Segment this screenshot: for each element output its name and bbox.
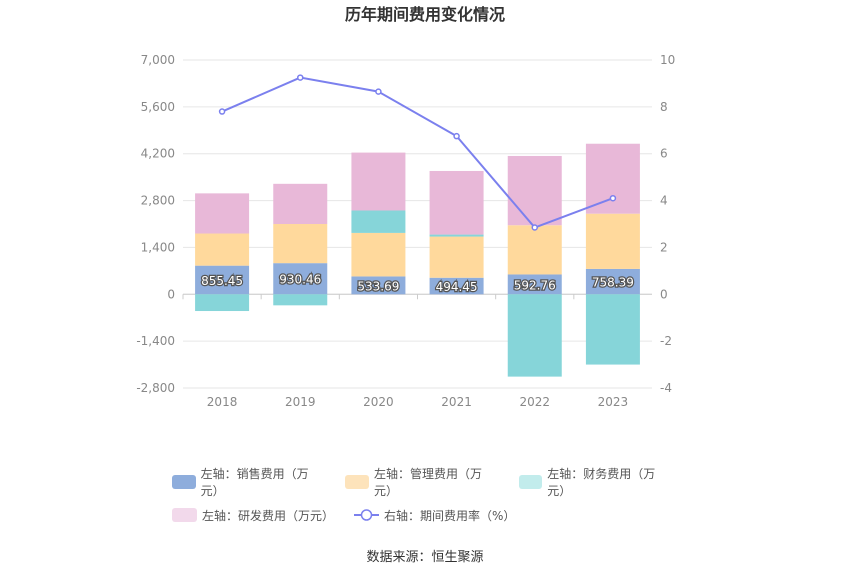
- right-tick-label: 2: [660, 240, 668, 254]
- bar-1-2019: [273, 223, 328, 264]
- legend-swatch-finance: [518, 475, 543, 489]
- left-tick-label: -2,800: [136, 381, 175, 395]
- left-tick-label: 4,200: [141, 147, 175, 161]
- right-tick-label: 0: [660, 287, 668, 301]
- legend-swatch-sales: [172, 475, 196, 489]
- bar-data-label: 494.45: [436, 280, 478, 294]
- right-tick-label: 8: [660, 100, 668, 114]
- bar-data-label: 592.76: [514, 278, 556, 292]
- left-tick-label: 7,000: [141, 53, 175, 67]
- bar-1-2021: [429, 236, 484, 278]
- rate-point: [297, 74, 304, 81]
- bar-0-2021: [429, 277, 484, 295]
- x-tick-label: 2019: [285, 395, 316, 409]
- bar-3-2022: [507, 155, 562, 226]
- right-tick-label: 6: [660, 147, 668, 161]
- legend-swatch-admin: [345, 475, 369, 489]
- bar-0-2018: [195, 265, 250, 295]
- x-tick-label: 2022: [519, 395, 550, 409]
- bar-2-2020: [351, 210, 406, 233]
- x-tick-label: 2020: [363, 395, 394, 409]
- right-tick-label: -4: [660, 381, 672, 395]
- bar-1-2018: [195, 233, 250, 266]
- right-tick-label: -2: [660, 334, 672, 348]
- left-tick-label: 1,400: [141, 240, 175, 254]
- legend-label-finance: 左轴：财务费用（万元）: [547, 467, 656, 498]
- rate-point: [531, 224, 538, 231]
- legend-label-rnd: 左轴：研发费用（万元）: [202, 508, 335, 523]
- bar-0-2019: [273, 263, 328, 295]
- bar-2-2022: [507, 294, 562, 377]
- data-source: 数据来源：恒生聚源: [366, 550, 484, 565]
- rate-point: [218, 108, 226, 115]
- bar-3-2023: [585, 143, 640, 214]
- rate-point: [375, 88, 382, 95]
- x-axis: 2018 2019 2020 2021 2022 2023: [182, 294, 629, 409]
- chart-canvas: 历年期间费用变化情况 7,000 5,600 4,200 2,800 1,400 0 -1,…: [136, 5, 675, 409]
- legend-item-rnd[interactable]: 左轴：研发费用（万元）: [172, 507, 334, 524]
- bar-2-2023: [585, 294, 640, 365]
- bar-3-2019: [273, 183, 328, 224]
- x-tick-label: 2023: [598, 395, 629, 409]
- bar-1-2020: [351, 232, 406, 277]
- x-tick-label: 2021: [441, 395, 472, 409]
- line-series: [218, 74, 617, 231]
- bar-series: 855.45 930.46 533.69 494.45 592.76 758.39: [195, 143, 640, 377]
- left-axis: 7,000 5,600 4,200 2,800 1,400 0 -1,400 -2,800: [136, 53, 175, 395]
- legend-item-rate[interactable]: 右轴：期间费用率（%）: [354, 507, 515, 524]
- right-tick-label: 10: [660, 53, 675, 67]
- legend-label-admin: 左轴：管理费用（万元）: [373, 467, 482, 498]
- left-tick-label: 0: [167, 287, 175, 301]
- bar-1-2022: [507, 225, 562, 275]
- bar-0-2020: [351, 276, 406, 295]
- bar-2-2018: [195, 294, 250, 312]
- bar-0-2023: [585, 268, 640, 295]
- bar-data-label: 855.45: [201, 274, 243, 288]
- bar-data-label: 758.39: [592, 276, 634, 290]
- bar-0-2022: [507, 274, 562, 295]
- right-tick-label: 4: [660, 194, 668, 208]
- bar-2-2019: [273, 294, 328, 306]
- bar-data-label: 930.46: [279, 273, 321, 287]
- legend-label-rate: 右轴：期间费用率（%）: [384, 508, 516, 523]
- legend-item-finance[interactable]: 左轴：财务费用（万元）: [518, 465, 672, 499]
- bar-3-2018: [195, 193, 250, 234]
- bar-2-2021: [429, 234, 484, 237]
- bar-3-2021: [429, 170, 484, 235]
- left-tick-label: -1,400: [136, 334, 175, 348]
- bar-3-2020: [351, 152, 406, 211]
- legend-item-admin[interactable]: 左轴：管理费用（万元）: [345, 465, 498, 499]
- legend-line-icon: [354, 509, 380, 521]
- bar-1-2023: [585, 213, 640, 269]
- rate-point: [609, 194, 617, 202]
- rate-point: [453, 132, 460, 140]
- rate-line: [221, 76, 614, 229]
- bar-data-label: 533.69: [357, 279, 399, 293]
- left-tick-label: 2,800: [141, 194, 175, 208]
- left-tick-label: 5,600: [141, 100, 175, 114]
- legend-item-sales[interactable]: 左轴：销售费用（万元）: [172, 465, 325, 499]
- legend: 左轴：销售费用（万元） 左轴：管理费用（万元） 左轴：财务费用（万元） 左轴：研…: [172, 467, 692, 538]
- right-axis: 10 8 6 4 2 0 -2 -4: [660, 53, 675, 395]
- grid-lines: [183, 59, 652, 389]
- legend-swatch-rnd: [172, 508, 197, 522]
- x-tick-label: 2018: [207, 395, 238, 409]
- legend-label-sales: 左轴：销售费用（万元）: [200, 467, 309, 498]
- chart-title: 历年期间费用变化情况: [345, 5, 505, 24]
